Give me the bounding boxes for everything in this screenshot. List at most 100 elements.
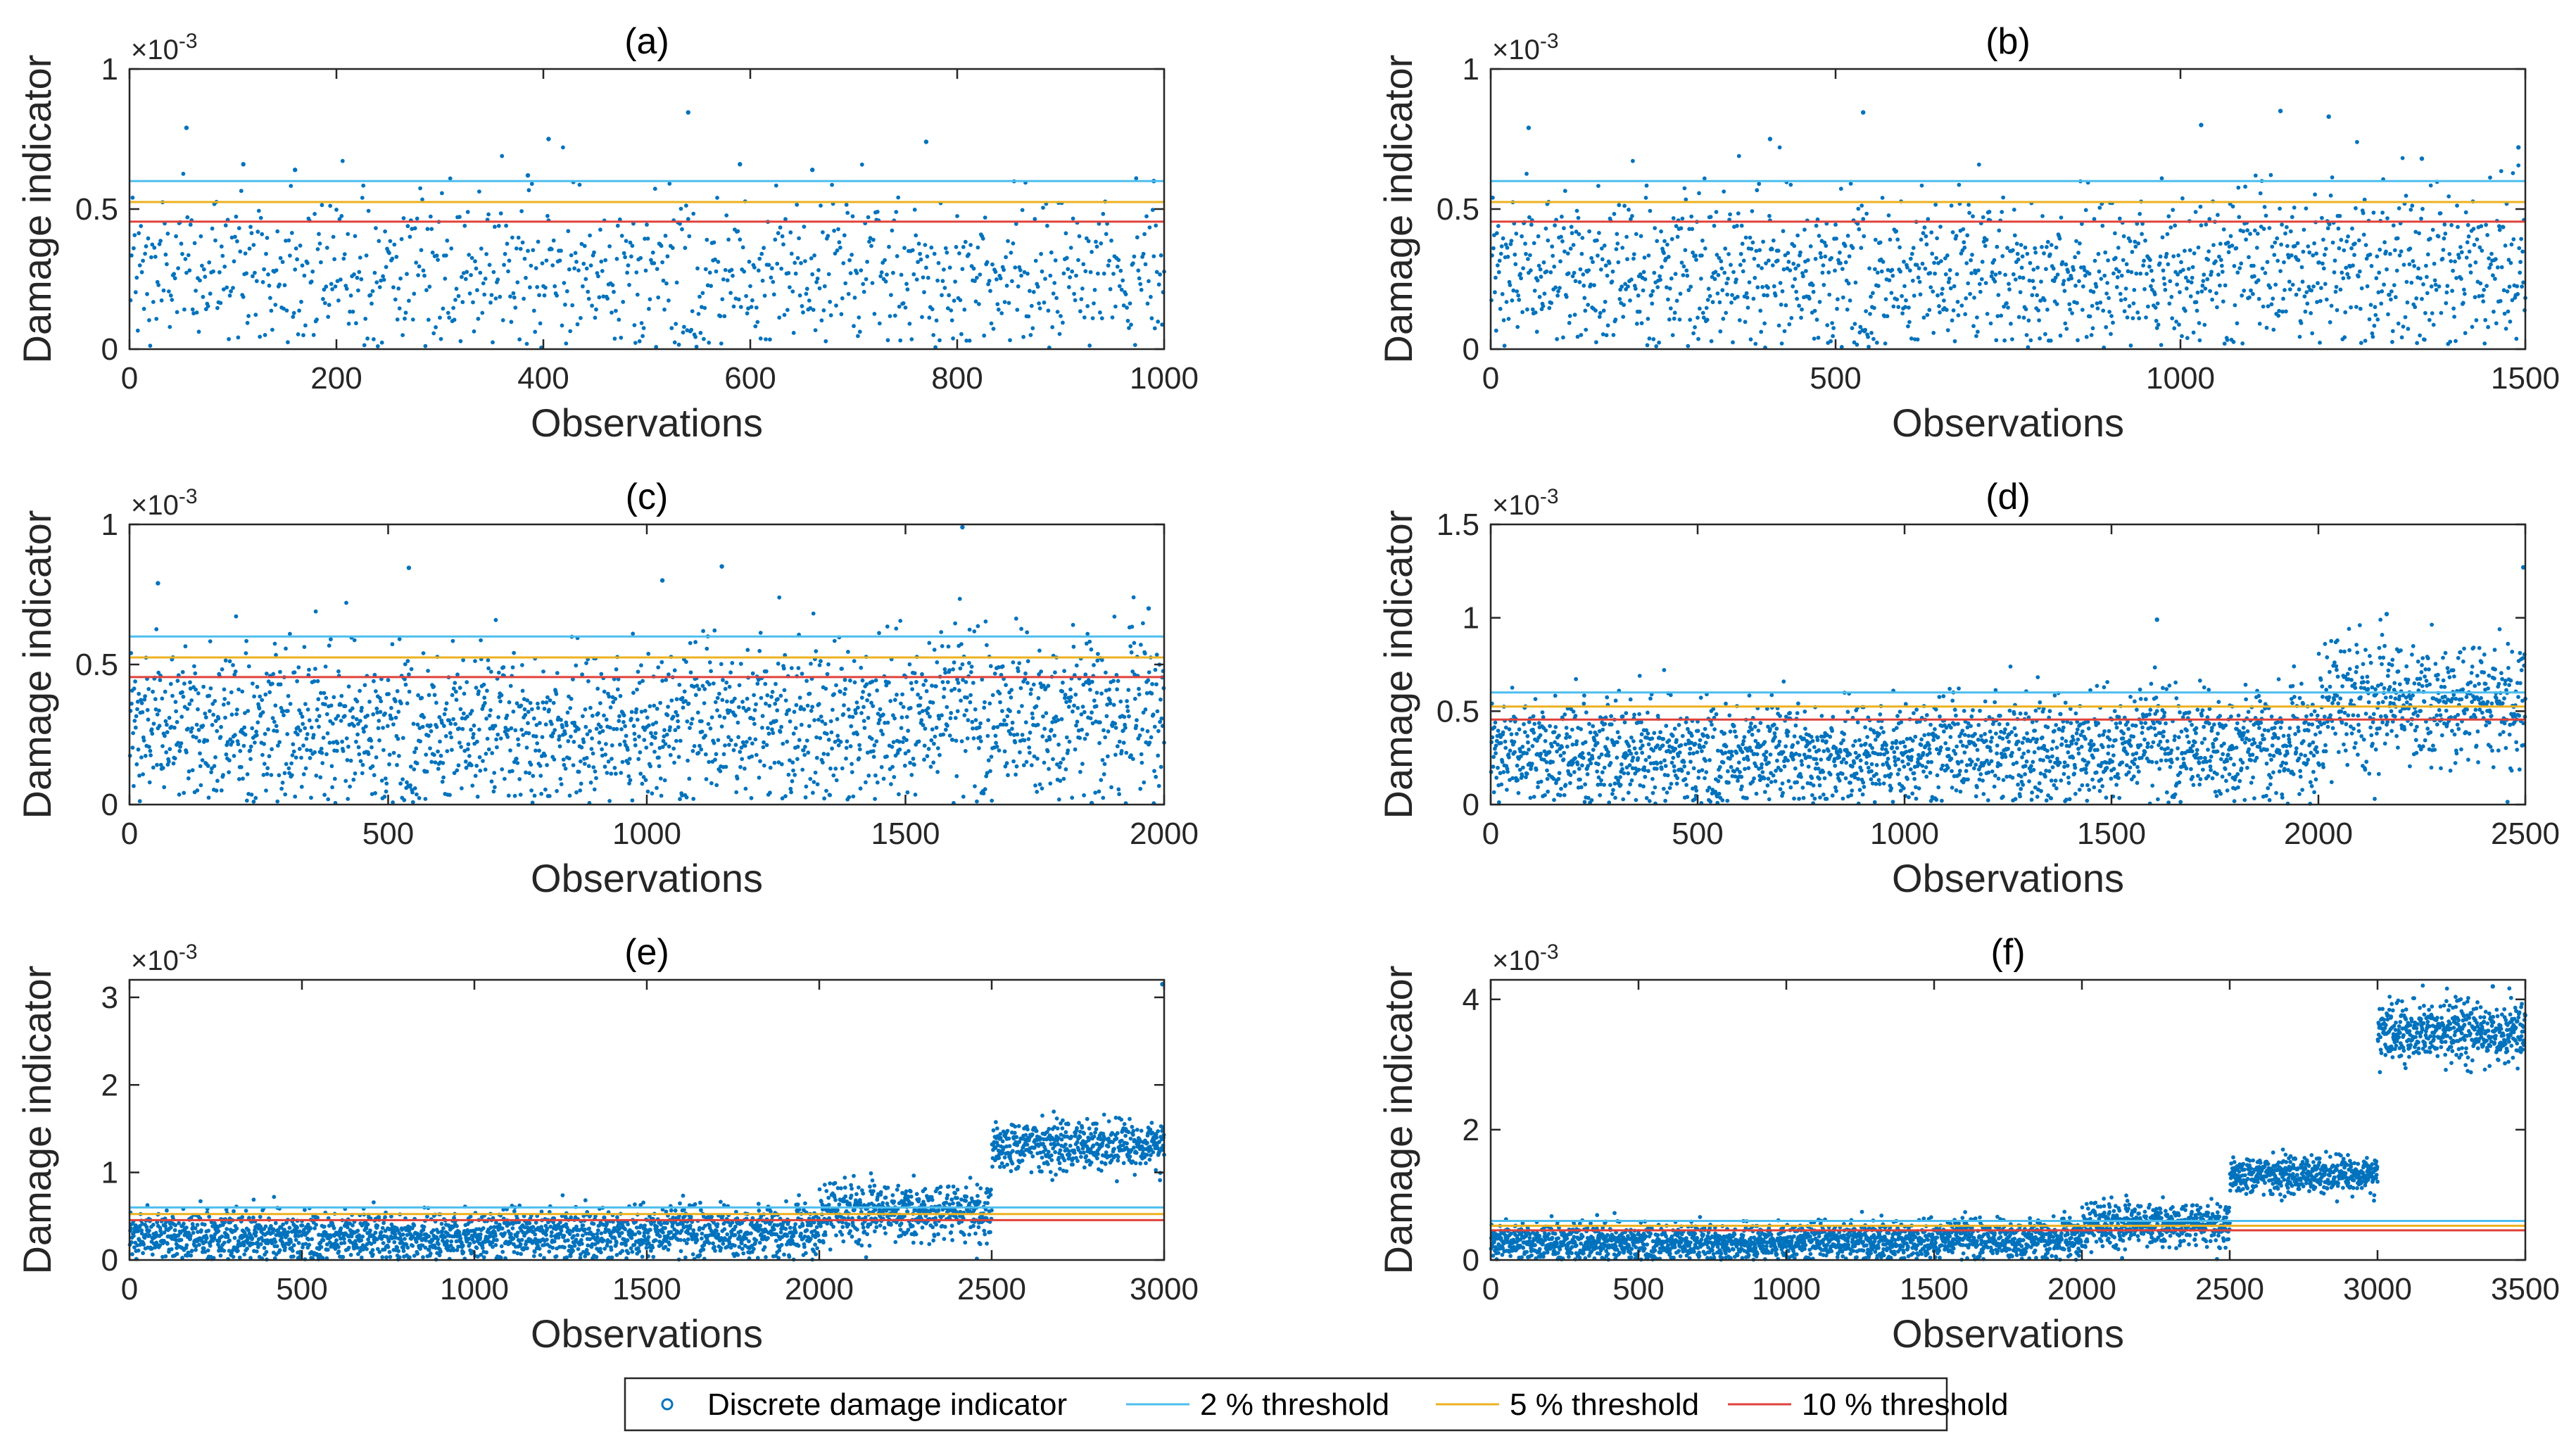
data-point <box>947 265 952 270</box>
data-point <box>1015 308 1020 312</box>
data-point <box>2354 206 2358 210</box>
data-point <box>158 239 163 243</box>
data-point <box>690 749 695 753</box>
scatter-series <box>128 110 1166 350</box>
data-point <box>581 261 586 266</box>
data-point <box>472 723 476 728</box>
data-point <box>687 234 692 239</box>
data-point <box>767 703 772 708</box>
data-point <box>638 771 643 776</box>
data-point <box>538 321 543 326</box>
data-point <box>2009 322 2013 326</box>
data-point <box>224 752 229 757</box>
data-point <box>491 789 496 794</box>
data-point <box>1575 334 1580 339</box>
data-point <box>377 285 382 289</box>
data-point <box>774 719 778 724</box>
data-point <box>1839 345 1844 349</box>
data-point <box>926 275 930 280</box>
data-point <box>195 788 200 793</box>
data-point <box>1622 303 1627 308</box>
data-point <box>1931 289 1936 294</box>
data-point <box>1008 731 1013 736</box>
data-point <box>1696 336 1700 341</box>
data-point <box>505 735 510 739</box>
data-point <box>624 733 629 738</box>
data-point <box>704 777 709 781</box>
data-point <box>557 734 562 738</box>
data-point <box>236 742 241 747</box>
data-point <box>1092 698 1097 703</box>
data-point <box>1673 272 1678 277</box>
data-point <box>971 726 975 731</box>
data-point <box>1810 283 1815 287</box>
data-point <box>1605 323 1610 328</box>
data-point <box>2385 216 2389 220</box>
data-point <box>2067 302 2072 306</box>
data-point <box>2235 270 2240 275</box>
data-point <box>1494 231 1499 236</box>
data-point <box>2417 231 2422 236</box>
data-point <box>925 754 930 759</box>
data-point <box>2333 289 2338 294</box>
data-point <box>700 729 705 734</box>
data-point <box>1531 714 1536 719</box>
data-point <box>1994 338 1999 343</box>
data-point <box>700 719 704 724</box>
data-point <box>461 711 466 716</box>
data-point <box>1593 308 1598 313</box>
data-point <box>2492 309 2496 314</box>
data-point <box>1929 230 1934 235</box>
data-point <box>816 702 821 707</box>
data-point <box>2210 297 2215 302</box>
data-point <box>1745 305 1750 310</box>
data-point <box>2493 277 2497 281</box>
data-point <box>2144 315 2148 320</box>
data-point <box>143 753 148 758</box>
data-point <box>1940 291 1944 296</box>
data-point <box>139 270 144 275</box>
data-point <box>1628 697 1633 702</box>
data-point <box>652 703 657 708</box>
data-point <box>328 203 333 208</box>
data-point <box>648 764 652 769</box>
data-point <box>397 637 402 641</box>
data-point <box>1562 249 1567 254</box>
data-point <box>1626 790 1631 795</box>
data-point <box>580 672 584 677</box>
data-point <box>463 760 468 764</box>
data-point <box>1939 259 1943 263</box>
data-point <box>270 716 275 720</box>
data-point <box>2484 222 2489 227</box>
data-point <box>1062 669 1066 674</box>
data-point <box>1008 338 1012 343</box>
data-point <box>1615 755 1620 760</box>
data-point <box>709 781 714 786</box>
data-point <box>951 336 955 341</box>
data-point <box>264 672 269 676</box>
data-point <box>2459 277 2463 281</box>
data-point <box>693 334 697 339</box>
data-point <box>885 272 889 277</box>
data-point <box>1750 240 1755 245</box>
data-point <box>871 749 876 753</box>
data-point <box>940 279 945 284</box>
data-point <box>671 714 676 719</box>
data-point <box>2031 279 2035 284</box>
data-point <box>2102 273 2107 278</box>
data-point <box>760 726 764 730</box>
data-point <box>182 681 187 686</box>
data-point <box>1722 189 1726 194</box>
data-point <box>2197 338 2202 343</box>
data-point <box>1515 731 1519 736</box>
data-point <box>162 785 167 790</box>
data-point <box>2337 246 2342 251</box>
data-point <box>2277 308 2282 313</box>
data-point <box>1515 324 1520 329</box>
data-point <box>809 256 814 260</box>
data-point <box>448 793 452 798</box>
data-point <box>223 715 227 720</box>
data-point <box>163 689 168 694</box>
data-point <box>705 237 709 242</box>
data-point <box>1826 270 1831 275</box>
